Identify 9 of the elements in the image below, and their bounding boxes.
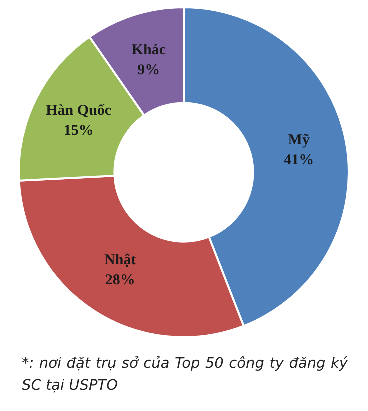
data-label: 15% [64, 122, 94, 139]
text: *: nơi đặt trụ sở của Top 50 công ty đăng ký SC tại USPTO [22, 355, 348, 396]
data-label: 28% [105, 272, 136, 289]
slice-label: Hàn Quốc [46, 102, 112, 119]
data-label: 9% [138, 62, 160, 79]
slice-label: Mỹ [288, 132, 310, 149]
data-label: 41% [284, 152, 314, 169]
slice-label: Nhật [104, 252, 136, 269]
slice-label: Khác [132, 42, 166, 59]
